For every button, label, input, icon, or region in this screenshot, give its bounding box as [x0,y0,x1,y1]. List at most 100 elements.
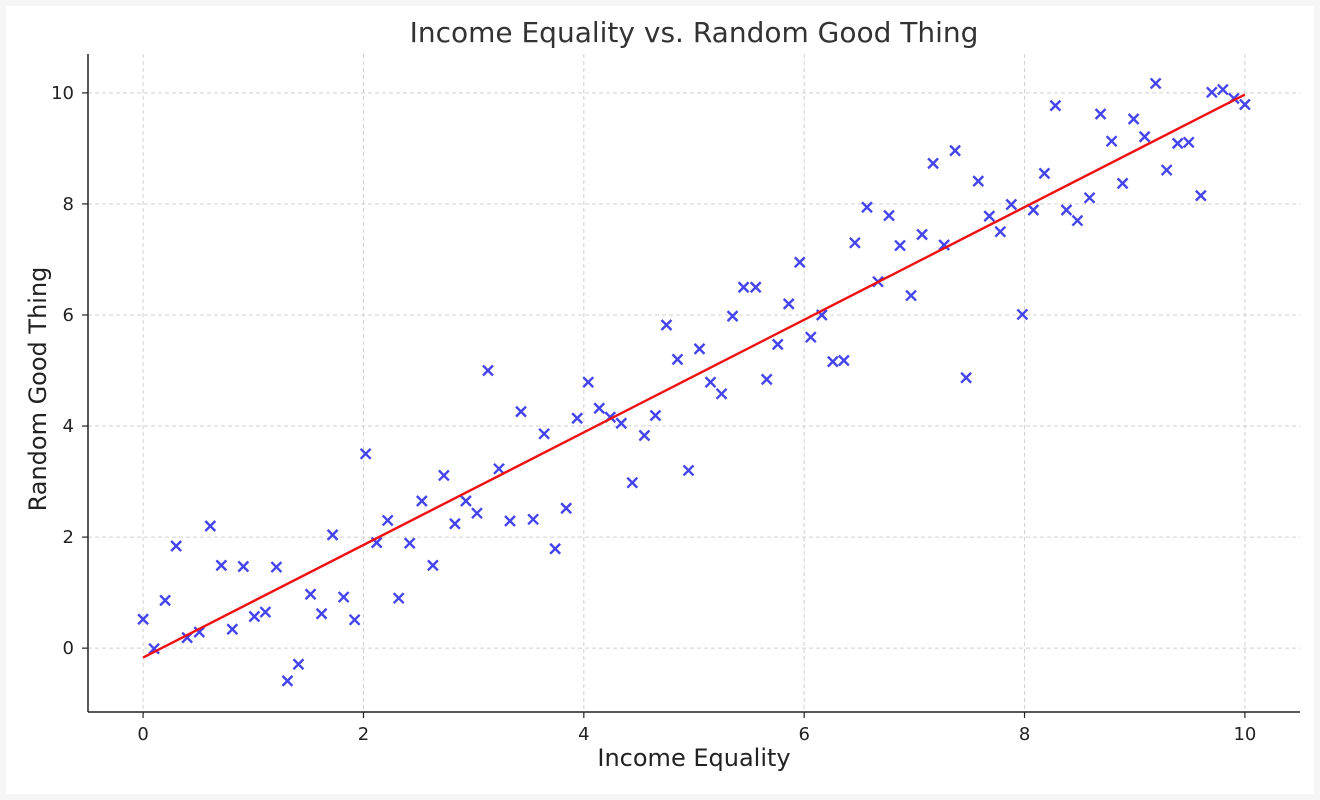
data-point [159,594,171,607]
data-point [482,364,494,377]
data-point [671,353,684,366]
data-point [1016,308,1029,321]
data-point [359,447,372,460]
data-point [927,157,939,170]
data-point [1206,86,1218,99]
x-tick-label: 10 [1233,724,1256,745]
data-point [1060,204,1073,216]
trend-line [142,93,1246,659]
data-point [894,239,906,252]
data-point [1194,189,1207,202]
data-point [983,210,996,222]
data-point [549,542,562,555]
data-points [137,77,1251,687]
data-point [949,144,961,157]
y-tick-label: 8 [63,194,74,215]
data-point [493,462,505,475]
data-point [660,319,673,331]
data-point [704,376,717,389]
data-point [615,417,628,430]
data-point [861,201,873,214]
data-point [782,298,795,310]
y-tick-label: 0 [63,638,74,659]
data-point [193,626,206,638]
data-point [938,239,950,251]
data-point [270,561,283,573]
data-point [259,606,272,618]
data-point [693,343,706,355]
data-point [737,281,750,294]
y-tick-label: 2 [63,527,74,548]
data-point [793,256,806,269]
data-point [538,427,551,440]
x-tick-label: 4 [578,724,589,745]
data-point [1149,77,1162,90]
chart-frame: 0 2 4 6 8 10 0 2 4 6 8 10 Income Equality vs. Rando… [6,6,1314,794]
trend-line-layer [142,93,1246,659]
data-point [837,354,850,367]
data-point [571,412,584,425]
data-point [416,495,428,507]
data-point [515,405,527,418]
data-point [170,540,182,552]
data-point [1005,198,1018,211]
x-tick-label: 8 [1019,724,1030,745]
data-point [1160,164,1173,176]
data-point [403,537,416,550]
data-point [682,464,695,477]
data-point [504,515,516,527]
data-point [626,476,639,489]
x-tick-label: 0 [137,724,148,745]
x-tick-label: 6 [798,724,809,745]
data-point [392,592,405,605]
axes [87,54,1300,713]
y-tick-label: 6 [63,305,74,326]
data-point [849,236,861,249]
data-point [649,409,662,422]
data-point [804,331,817,344]
data-point [215,559,228,572]
data-point [471,507,483,520]
y-tick-label: 10 [51,83,74,104]
data-point [137,613,149,626]
data-point [381,514,394,527]
data-point [326,529,339,541]
data-point [560,502,573,515]
x-tick-label: 2 [358,724,369,745]
x-axis-label: Income Equality [597,744,790,772]
data-point [204,520,217,532]
data-point [527,513,539,526]
data-point [771,338,784,351]
data-point [281,675,294,687]
data-point [994,225,1007,238]
data-point [582,376,595,389]
data-point [916,228,928,241]
data-point [593,402,606,415]
y-axis-label: Random Good Thing [24,267,52,512]
data-point [315,607,328,620]
data-point [1171,137,1184,150]
data-point [883,209,895,222]
data-point [905,289,917,302]
data-point [304,588,317,601]
data-point [1071,214,1084,227]
data-point [749,281,762,294]
data-point [348,613,361,626]
data-point [449,517,461,530]
data-point [726,310,739,322]
data-point [826,355,839,368]
data-point [460,495,472,507]
data-point [1083,191,1096,204]
chart-title: Income Equality vs. Random Good Thing [410,16,979,49]
data-point [1105,135,1118,148]
data-point [638,429,651,442]
data-point [427,559,439,572]
data-point [237,560,250,573]
data-point [760,373,773,386]
data-point [1116,177,1129,190]
data-point [148,642,160,655]
data-point [1217,83,1229,96]
data-point [438,469,450,482]
data-point [226,623,239,636]
tick-marks: 0 2 4 6 8 10 0 2 4 6 8 10 [51,83,1256,745]
